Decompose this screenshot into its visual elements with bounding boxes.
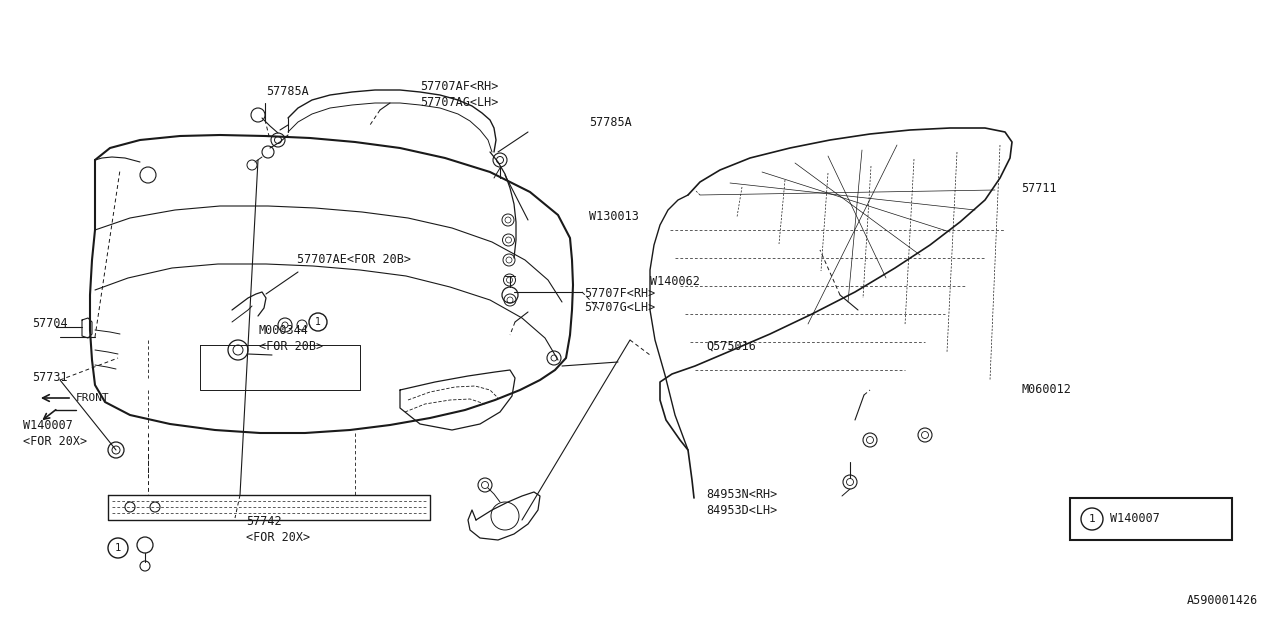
Text: M060012: M060012 — [1021, 383, 1071, 396]
Text: Q575016: Q575016 — [707, 339, 756, 352]
Text: 1: 1 — [1088, 514, 1096, 524]
Text: 57707G<LH>: 57707G<LH> — [584, 301, 655, 314]
Text: 57707AF<RH>: 57707AF<RH> — [420, 80, 498, 93]
Text: 84953D<LH>: 84953D<LH> — [707, 504, 778, 516]
Circle shape — [1082, 508, 1103, 530]
Text: 1: 1 — [115, 543, 122, 553]
Text: W140007: W140007 — [23, 419, 73, 432]
Text: W140007: W140007 — [1110, 513, 1160, 525]
Text: <FOR 20B>: <FOR 20B> — [259, 340, 323, 353]
Circle shape — [108, 538, 128, 558]
Text: 1: 1 — [315, 317, 321, 327]
Circle shape — [308, 313, 326, 331]
Text: 57785A: 57785A — [266, 85, 308, 98]
Text: FRONT: FRONT — [76, 393, 110, 403]
Text: 57707AE<FOR 20B>: 57707AE<FOR 20B> — [297, 253, 411, 266]
Text: 57711: 57711 — [1021, 182, 1057, 195]
Text: M000344: M000344 — [259, 324, 308, 337]
Text: 57704: 57704 — [32, 317, 68, 330]
Text: 57785A: 57785A — [589, 116, 631, 129]
Text: 57707AG<LH>: 57707AG<LH> — [420, 96, 498, 109]
Text: <FOR 20X>: <FOR 20X> — [246, 531, 310, 544]
Text: W140062: W140062 — [650, 275, 700, 288]
Text: W130013: W130013 — [589, 210, 639, 223]
Bar — [1070, 498, 1231, 540]
Text: 57731: 57731 — [32, 371, 68, 384]
Text: 84953N<RH>: 84953N<RH> — [707, 488, 778, 500]
Text: A590001426: A590001426 — [1187, 593, 1258, 607]
Text: <FOR 20X>: <FOR 20X> — [23, 435, 87, 448]
Text: 57742: 57742 — [246, 515, 282, 528]
Text: 57707F<RH>: 57707F<RH> — [584, 287, 655, 300]
